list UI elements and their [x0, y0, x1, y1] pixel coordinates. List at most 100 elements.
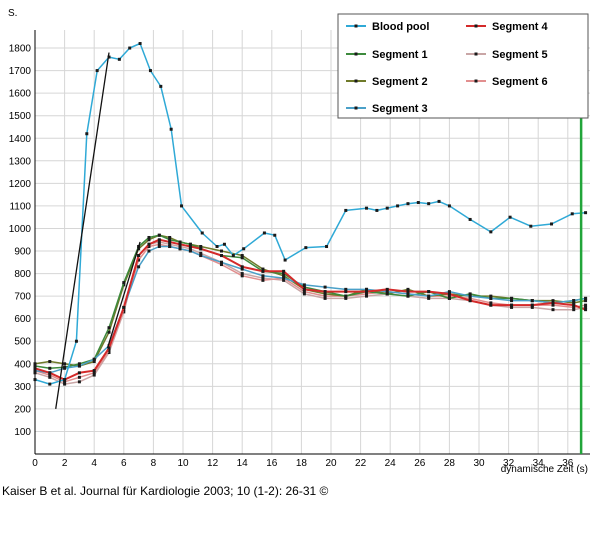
data-point — [92, 371, 96, 375]
x-tick-label: 8 — [151, 458, 157, 469]
data-point — [302, 292, 306, 296]
data-point — [375, 208, 379, 212]
y-tick-label: 100 — [14, 427, 31, 438]
data-point — [107, 326, 111, 330]
data-point — [168, 245, 172, 249]
data-point — [302, 290, 306, 294]
series-blood-pool — [33, 42, 588, 386]
data-point — [157, 238, 161, 242]
x-tick-label: 32 — [503, 458, 515, 469]
data-point — [178, 242, 182, 246]
data-point — [416, 201, 420, 205]
data-point — [365, 206, 369, 210]
data-point — [304, 246, 308, 250]
data-point — [33, 378, 37, 382]
legend-marker-segment-3 — [354, 106, 358, 110]
data-point — [33, 362, 37, 366]
data-point — [240, 254, 244, 258]
data-point — [551, 299, 555, 303]
data-point — [282, 269, 286, 273]
data-point — [95, 69, 99, 73]
data-point — [262, 231, 266, 235]
y-axis-label: S. — [8, 8, 17, 19]
data-point — [107, 351, 111, 355]
y-tick-label: 500 — [14, 337, 31, 348]
data-point — [508, 215, 512, 219]
data-point — [137, 265, 141, 269]
data-point — [128, 46, 132, 50]
data-point — [199, 245, 203, 249]
fit-line — [106, 241, 141, 349]
data-point — [530, 299, 534, 303]
x-tick-label: 10 — [177, 458, 189, 469]
data-point — [468, 294, 472, 298]
x-tick-label: 36 — [562, 458, 574, 469]
data-point — [323, 296, 327, 300]
data-point — [261, 274, 265, 278]
data-point — [117, 57, 121, 61]
data-point — [63, 382, 67, 386]
data-point — [188, 249, 192, 253]
data-point — [572, 305, 576, 309]
data-point — [530, 305, 534, 309]
data-point — [530, 303, 534, 307]
data-point — [406, 287, 410, 291]
data-point — [551, 308, 555, 312]
data-point — [489, 230, 493, 234]
x-tick-label: 24 — [385, 458, 397, 469]
data-point — [168, 235, 172, 239]
data-point — [302, 287, 306, 291]
data-point — [147, 242, 151, 246]
data-point — [365, 290, 369, 294]
data-point — [48, 382, 52, 386]
data-point — [468, 296, 472, 300]
legend-label-segment-3: Segment 3 — [372, 103, 428, 115]
data-point — [74, 339, 78, 343]
data-point — [242, 247, 246, 251]
y-tick-label: 1000 — [9, 224, 32, 235]
data-point — [219, 260, 223, 264]
data-point — [180, 204, 184, 208]
x-tick-label: 20 — [325, 458, 337, 469]
figure-caption: Kaiser B et al. Journal für Kardiologie … — [2, 484, 329, 498]
data-point — [427, 290, 431, 294]
y-tick-label: 1100 — [9, 201, 31, 212]
data-point — [77, 375, 81, 379]
legend-marker-segment-5 — [474, 52, 478, 56]
data-point — [240, 274, 244, 278]
legend-label-segment-1: Segment 1 — [372, 49, 428, 61]
data-point — [510, 299, 514, 303]
data-point — [427, 296, 431, 300]
legend-marker-segment-6 — [474, 79, 478, 83]
data-point — [447, 292, 451, 296]
data-point — [447, 296, 451, 300]
x-tick-label: 12 — [207, 458, 219, 469]
data-point — [240, 265, 244, 269]
data-point — [77, 364, 81, 368]
data-point — [85, 132, 89, 136]
data-point — [385, 292, 389, 296]
data-point — [551, 303, 555, 307]
data-point — [447, 294, 451, 298]
data-point — [178, 247, 182, 251]
data-point — [169, 127, 173, 131]
legend-marker-segment-4 — [474, 24, 478, 28]
data-point — [261, 269, 265, 273]
data-point — [188, 242, 192, 246]
data-point — [529, 224, 533, 228]
x-tick-label: 4 — [91, 458, 97, 469]
x-tick-label: 30 — [473, 458, 485, 469]
data-point — [107, 346, 111, 350]
data-point — [302, 283, 306, 287]
data-point — [510, 305, 514, 309]
data-point — [406, 290, 410, 294]
legend-label-segment-2: Segment 2 — [372, 76, 428, 88]
data-point — [188, 245, 192, 249]
data-point — [188, 247, 192, 251]
series-group — [33, 42, 588, 386]
data-point — [147, 238, 151, 242]
data-point — [489, 303, 493, 307]
data-point — [344, 287, 348, 291]
data-point — [92, 369, 96, 373]
data-point — [138, 42, 142, 46]
